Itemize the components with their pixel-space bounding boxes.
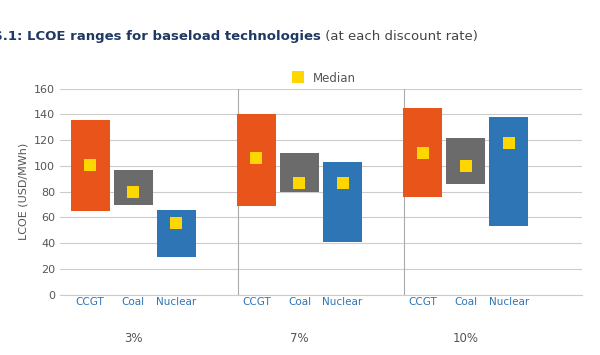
Text: 7%: 7% <box>290 332 309 345</box>
Bar <box>237 114 276 206</box>
Bar <box>114 170 152 204</box>
Bar <box>446 138 485 184</box>
Bar <box>71 120 110 211</box>
Y-axis label: LCOE (USD/MWh): LCOE (USD/MWh) <box>19 143 28 240</box>
Text: 10%: 10% <box>452 332 479 345</box>
Bar <box>403 108 442 197</box>
Text: Figure ES.1: LCOE ranges for baseload technologies: Figure ES.1: LCOE ranges for baseload te… <box>0 31 321 43</box>
Bar <box>280 153 319 192</box>
Text: (at each discount rate): (at each discount rate) <box>321 31 478 43</box>
Bar <box>490 117 528 226</box>
Bar <box>157 210 196 257</box>
Bar <box>323 162 362 242</box>
Text: 3%: 3% <box>124 332 143 345</box>
Legend: Median: Median <box>281 67 361 89</box>
